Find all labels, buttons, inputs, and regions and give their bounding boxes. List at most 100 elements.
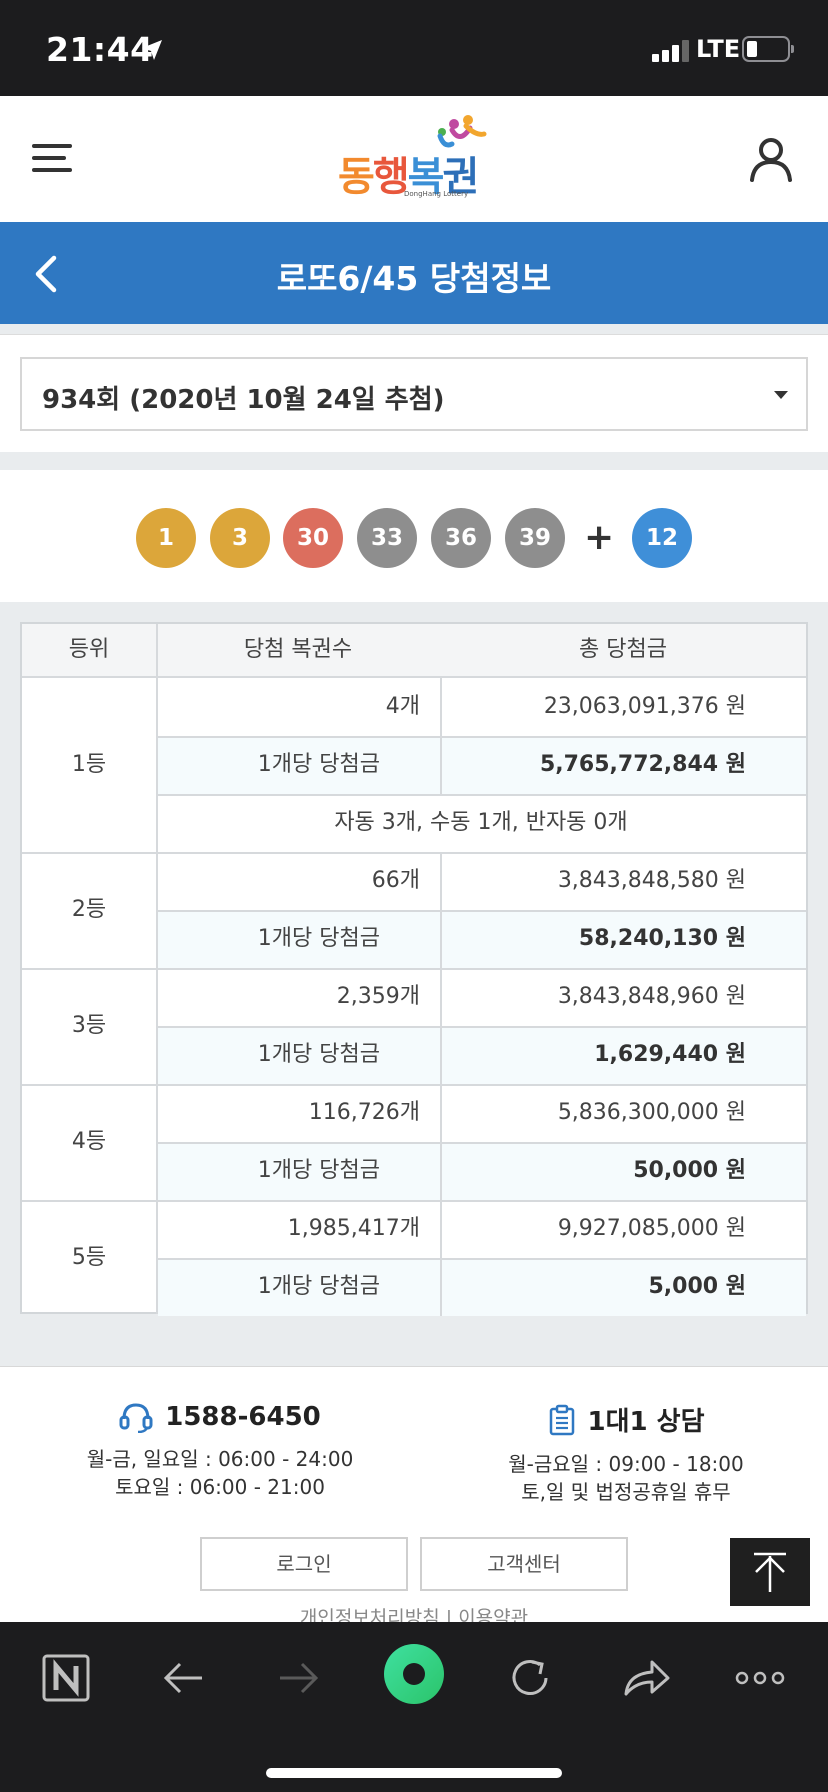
location-arrow-icon: [142, 40, 162, 60]
user-account-icon[interactable]: [748, 136, 794, 182]
per-ticket-row-bg: [158, 1028, 806, 1084]
winning-ball: 33: [357, 508, 417, 568]
headset-icon: [119, 1403, 153, 1433]
signal-icon: [652, 38, 689, 62]
per-ticket-row-bg: [158, 1144, 806, 1200]
table-divider: [440, 1026, 442, 1084]
per-ticket-prize: 5,000 원: [648, 1274, 747, 1299]
total-prize: 5,836,300,000 원: [557, 1100, 746, 1125]
round-dropdown-value: 934회 (2020년 10월 24일 추첨): [42, 385, 445, 415]
green-dot-icon[interactable]: [382, 1642, 446, 1706]
naver-home-icon[interactable]: [38, 1650, 94, 1706]
bonus-plus-sign: +: [584, 517, 615, 558]
table-divider: [156, 1026, 806, 1028]
status-bar: 21:44 LTE: [0, 0, 828, 96]
logo-figure-icon: [437, 115, 487, 148]
winner-count: 2,359개: [336, 984, 420, 1009]
chevron-down-icon: [774, 391, 788, 399]
per-ticket-label: 1개당 당첨금: [257, 752, 380, 777]
table-divider: [156, 794, 806, 796]
scroll-to-top-button[interactable]: [730, 1538, 810, 1606]
battery-icon: [742, 36, 794, 62]
winning-ball: 1: [136, 508, 196, 568]
phone-hours-weekday: 월-금, 일요일 : 06:00 - 24:00: [86, 1447, 354, 1471]
winning-ball: 30: [283, 508, 343, 568]
consult-contact: 1대1 상담 월-금요일 : 09:00 - 18:00 토,일 및 법정공휴일…: [476, 1401, 776, 1506]
footer: 1588-6450 월-금, 일요일 : 06:00 - 24:00 토요일 :…: [0, 1366, 828, 1629]
winner-count: 4개: [385, 694, 420, 719]
phone-number[interactable]: 1588-6450: [165, 1402, 321, 1432]
phone-hours-saturday: 토요일 : 06:00 - 21:00: [115, 1475, 325, 1499]
back-chevron-icon[interactable]: [30, 254, 66, 294]
per-ticket-label: 1개당 당첨금: [257, 1158, 380, 1183]
clipboard-icon: [549, 1404, 574, 1435]
winner-count: 66개: [371, 868, 420, 893]
share-icon[interactable]: [618, 1650, 674, 1706]
table-divider: [156, 1142, 806, 1144]
winning-ball: 36: [431, 508, 491, 568]
forward-arrow-icon: [280, 1662, 319, 1694]
winning-ball: 3: [210, 508, 270, 568]
table-header-cell: 등위: [68, 637, 110, 662]
rank-cell: 3등: [71, 1013, 107, 1038]
table-divider: [156, 736, 806, 738]
table-header-cell: 총 당첨금: [579, 637, 667, 662]
per-ticket-label: 1개당 당첨금: [257, 1274, 380, 1299]
table-divider: [156, 1258, 806, 1260]
table-divider: [440, 910, 442, 968]
home-indicator: [266, 1768, 562, 1778]
winner-count: 116,726개: [308, 1100, 420, 1125]
per-ticket-prize: 50,000 원: [633, 1158, 746, 1183]
table-divider: [22, 676, 806, 678]
per-ticket-label: 1개당 당첨금: [257, 1042, 380, 1067]
per-ticket-prize: 5,765,772,844 원: [539, 752, 746, 777]
table-divider: [22, 1084, 806, 1086]
table-divider: [22, 1200, 806, 1202]
table-divider: [440, 1258, 442, 1316]
arrow-up-icon: [754, 1552, 786, 1592]
consult-hours-weekday: 월-금요일 : 09:00 - 18:00: [508, 1452, 744, 1476]
table-header: [22, 624, 806, 676]
round-select-section: 934회 (2020년 10월 24일 추첨): [0, 334, 828, 452]
table-divider: [156, 910, 806, 912]
rank-cell: 4등: [71, 1129, 107, 1154]
network-type: LTE: [696, 35, 741, 63]
more-options-icon[interactable]: [732, 1650, 788, 1706]
browser-toolbar: [0, 1622, 828, 1792]
round-dropdown[interactable]: 934회 (2020년 10월 24일 추첨): [20, 357, 808, 431]
donghang-logo[interactable]: 동행복권 DongHang Lottery: [334, 114, 504, 206]
site-header: 동행복권 DongHang Lottery: [0, 96, 828, 222]
consult-holiday-notice: 토,일 및 법정공휴일 휴무: [521, 1480, 731, 1504]
login-button[interactable]: 로그인: [200, 1537, 408, 1591]
table-divider: [22, 852, 806, 854]
refresh-icon[interactable]: [502, 1650, 558, 1706]
table-divider: [440, 1142, 442, 1200]
per-ticket-prize: 58,240,130 원: [578, 926, 746, 951]
customer-center-button[interactable]: 고객센터: [420, 1537, 628, 1591]
total-prize: 9,927,085,000 원: [557, 1216, 746, 1241]
bonus-ball: 12: [632, 508, 692, 568]
per-ticket-prize: 1,629,440 원: [594, 1042, 746, 1067]
table-divider: [22, 968, 806, 970]
hamburger-menu-icon[interactable]: [32, 140, 74, 176]
table-header-cell: 당첨 복권수: [243, 637, 353, 662]
total-prize: 23,063,091,376 원: [543, 694, 746, 719]
consult-title[interactable]: 1대1 상담: [587, 1407, 705, 1437]
title-bar: 로또6/45 당첨정보: [0, 222, 828, 324]
logo-subtitle: DongHang Lottery: [404, 190, 469, 198]
total-prize: 3,843,848,960 원: [557, 984, 746, 1009]
winner-count: 1,985,417개: [287, 1216, 420, 1241]
table-divider: [440, 736, 442, 794]
phone-contact: 1588-6450 월-금, 일요일 : 06:00 - 24:00 토요일 :…: [70, 1401, 370, 1501]
per-ticket-row-bg: [158, 912, 806, 968]
purchase-type-note: 자동 3개, 수동 1개, 반자동 0개: [334, 810, 628, 835]
winning-numbers: 1 3 30 33 36 39 + 12: [0, 470, 828, 602]
status-time: 21:44: [46, 30, 154, 69]
logo-text: 동행복권: [338, 154, 479, 200]
rank-cell: 2등: [71, 897, 107, 922]
rank-cell: 5등: [71, 1245, 107, 1270]
per-ticket-row-bg: [158, 738, 806, 794]
per-ticket-label: 1개당 당첨금: [257, 926, 380, 951]
back-arrow-icon[interactable]: [156, 1650, 212, 1706]
rank-cell: 1등: [71, 752, 107, 777]
